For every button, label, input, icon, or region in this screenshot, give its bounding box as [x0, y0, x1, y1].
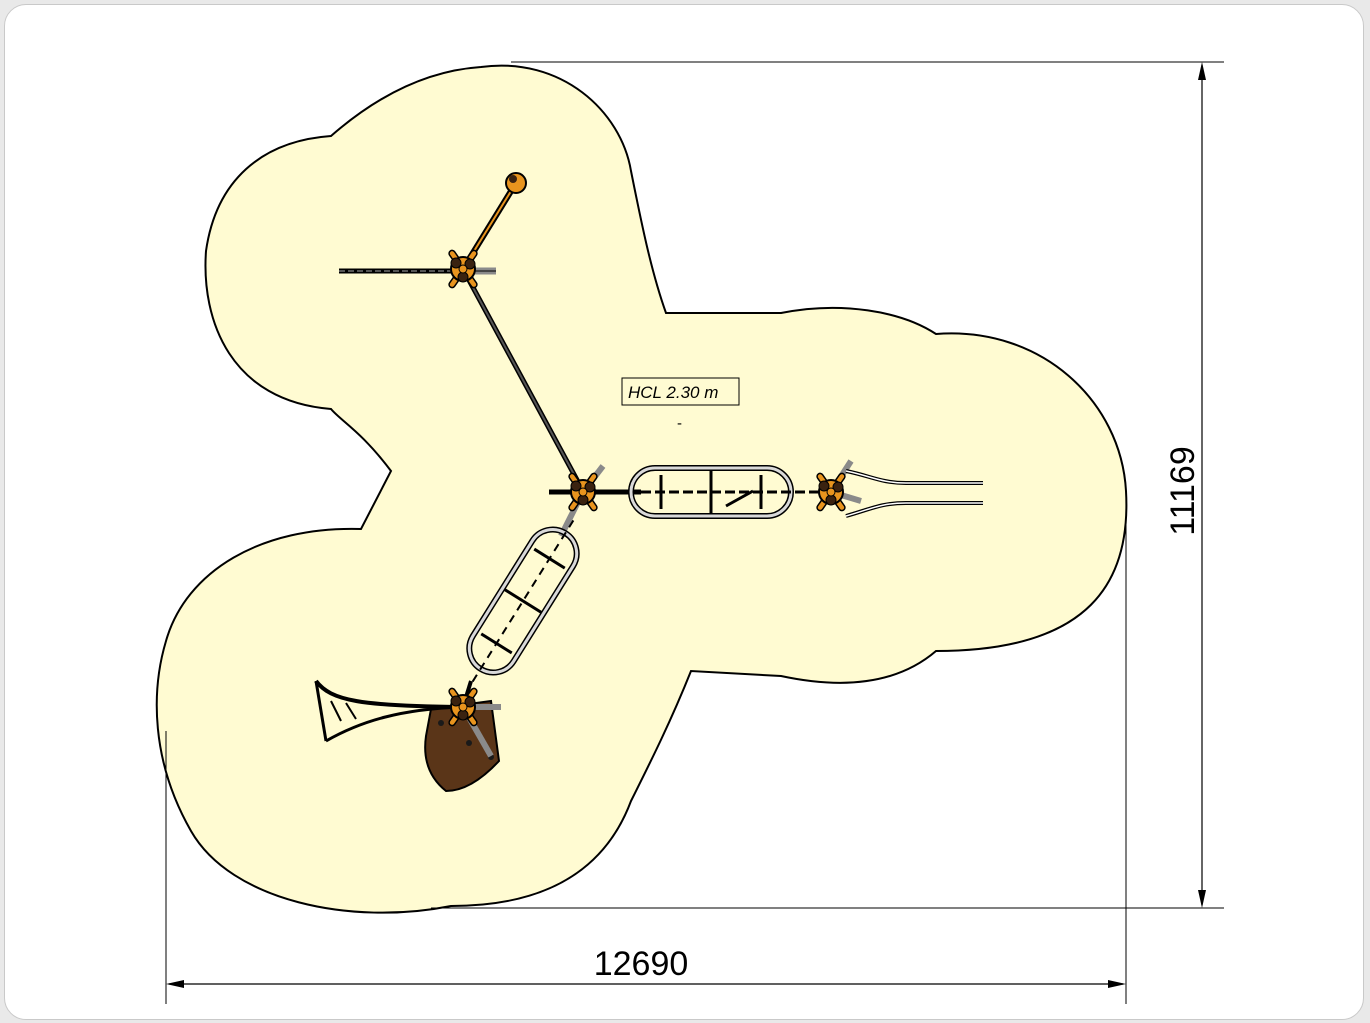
rope-junction-lower — [314, 679, 501, 793]
height-label-box: HCL 2.30 m - — [621, 377, 740, 432]
height-dimension-label: 11169 — [1164, 446, 1202, 536]
width-dimension: 12690 — [165, 521, 1127, 1004]
safety-surface-zone — [155, 64, 1128, 914]
rope-junction-right — [814, 459, 983, 518]
drawing-sheet: 12690 11169 HCL 2.30 m - — [4, 4, 1364, 1020]
height-dimension: 11169 — [431, 61, 1224, 909]
width-dimension-label: 12690 — [594, 945, 689, 983]
rope-junction-center — [549, 464, 641, 538]
fall-height-sublabel: - — [677, 415, 682, 432]
ladder-bridge-diagonal — [466, 519, 580, 683]
plan-drawing: 12690 11169 HCL 2.30 m - — [155, 61, 1224, 1004]
ladder-bridge-horizontal — [628, 465, 831, 519]
fall-height-label: HCL 2.30 m — [628, 383, 718, 402]
